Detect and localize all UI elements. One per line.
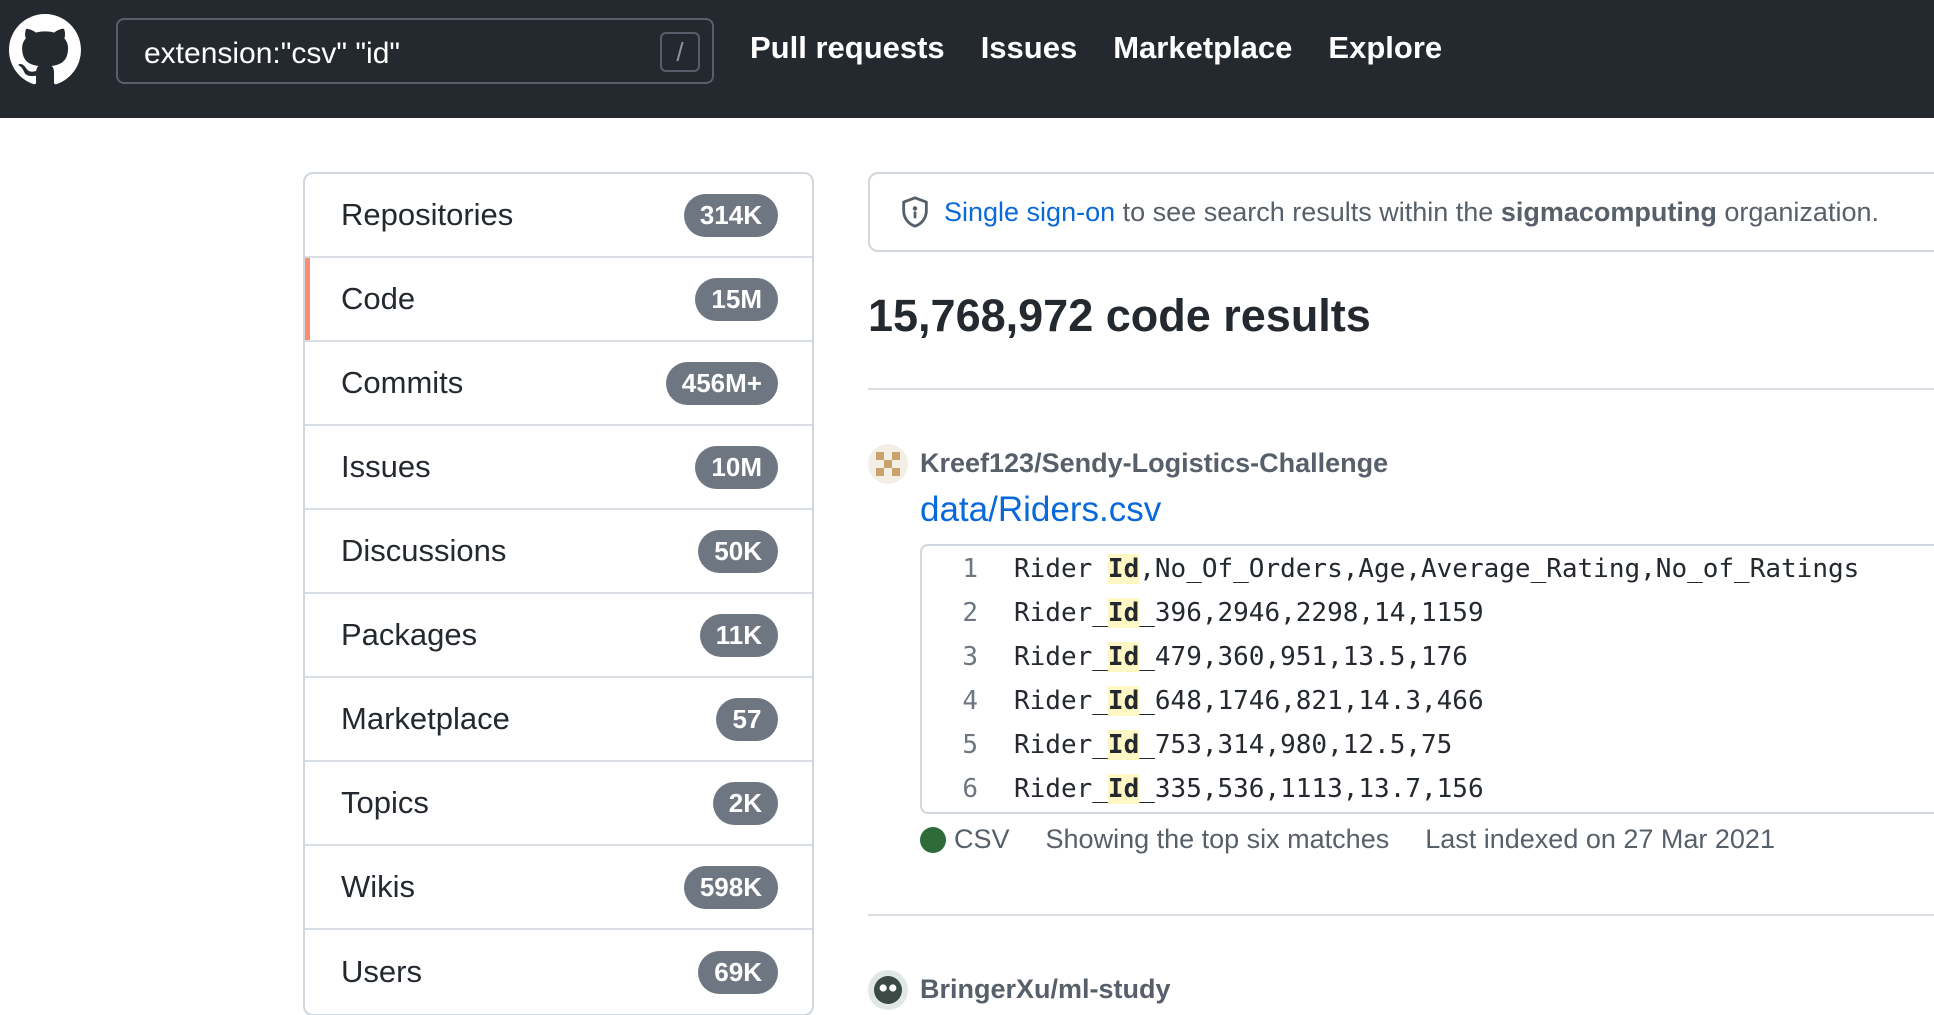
line-number[interactable]: 6: [962, 774, 978, 804]
line-number[interactable]: 3: [962, 642, 978, 672]
match-highlight: Id: [1107, 774, 1140, 804]
nav-pull-requests[interactable]: Pull requests: [750, 30, 945, 65]
sidebar-item-label: Users: [341, 954, 422, 989]
sidebar-item-label: Code: [341, 281, 416, 316]
sidebar-item-label: Packages: [341, 617, 478, 652]
sidebar-item-label: Topics: [341, 785, 429, 820]
match-highlight: Id: [1107, 598, 1140, 628]
sidebar-item-label: Repositories: [341, 197, 514, 232]
count-badge: 2K: [712, 781, 778, 825]
repo-link[interactable]: BringerXu/ml-study: [920, 974, 1171, 1004]
count-badge: 50K: [698, 529, 778, 573]
shield-icon: [902, 196, 928, 228]
line-number[interactable]: 5: [962, 730, 978, 760]
avatar-icon: [868, 970, 908, 1010]
sso-text-end: organization.: [1724, 196, 1879, 227]
sidebar-item-packages[interactable]: Packages 11K: [305, 594, 812, 678]
sidebar-item-repositories[interactable]: Repositories 314K: [305, 174, 812, 258]
sidebar-item-label: Marketplace: [341, 701, 510, 736]
code-line: 3 Rider_Id_479,360,951,13.5,176: [922, 635, 1468, 679]
match-highlight: Id: [1107, 730, 1140, 760]
sidebar-item-wikis[interactable]: Wikis 598K: [305, 846, 812, 930]
result-meta: CSV Showing the top six matches Last ind…: [920, 824, 1811, 855]
count-badge: 15M: [695, 277, 778, 321]
sidebar-item-issues[interactable]: Issues 10M: [305, 426, 812, 510]
sidebar-item-topics[interactable]: Topics 2K: [305, 762, 812, 846]
code-line: 2 Rider_Id_396,2946,2298,14,1159: [922, 591, 1484, 635]
repo-avatar[interactable]: [868, 444, 908, 484]
count-badge: 456M+: [665, 361, 778, 405]
count-badge: 10M: [695, 445, 778, 489]
repo-avatar[interactable]: [868, 970, 908, 1010]
sso-text: to see search results within the: [1122, 196, 1494, 227]
match-highlight: Id: [1107, 554, 1140, 584]
org-name: sigmacomputing: [1500, 196, 1717, 227]
sidebar-item-label: Discussions: [341, 533, 507, 568]
single-sign-on-link[interactable]: Single sign-on: [944, 196, 1116, 227]
sidebar-item-code[interactable]: Code 15M: [305, 258, 812, 342]
divider: [868, 914, 1934, 916]
line-number[interactable]: 1: [962, 554, 978, 584]
github-logo-icon[interactable]: [9, 14, 81, 86]
repo-link[interactable]: Kreef123/Sendy-Logistics-Challenge: [920, 448, 1389, 478]
line-number[interactable]: 4: [962, 686, 978, 716]
top-header: extension:"csv" "id" / Pull requests Iss…: [0, 0, 1934, 118]
nav-marketplace[interactable]: Marketplace: [1113, 30, 1293, 65]
count-badge: 314K: [683, 193, 778, 237]
sidebar-item-label: Commits: [341, 365, 464, 400]
code-line: 5 Rider_Id_753,314,980,12.5,75: [922, 723, 1452, 767]
match-highlight: Id: [1107, 686, 1140, 716]
matches-note: Showing the top six matches: [1045, 824, 1390, 854]
language-label: CSV: [954, 824, 1010, 854]
code-snippet: 1 Rider Id,No_Of_Orders,Age,Average_Rati…: [920, 544, 1934, 814]
search-query[interactable]: extension:"csv" "id": [144, 37, 401, 70]
search-input[interactable]: extension:"csv" "id" /: [116, 18, 714, 84]
code-line: 4 Rider_Id_648,1746,821,14.3,466: [922, 679, 1484, 723]
code-line: 6 Rider_Id_335,536,1113,13.7,156: [922, 767, 1484, 811]
last-indexed: Last indexed on 27 Mar 2021: [1425, 824, 1775, 854]
sidebar-item-discussions[interactable]: Discussions 50K: [305, 510, 812, 594]
count-badge: 598K: [683, 865, 778, 909]
line-number[interactable]: 2: [962, 598, 978, 628]
slash-shortcut-icon: /: [660, 32, 700, 72]
sidebar-item-commits[interactable]: Commits 456M+: [305, 342, 812, 426]
nav-explore[interactable]: Explore: [1328, 30, 1443, 65]
language-color-dot: [920, 826, 946, 853]
nav-issues[interactable]: Issues: [980, 30, 1078, 65]
count-badge: 69K: [698, 950, 778, 994]
results-count-title: 15,768,972 code results: [868, 290, 1371, 341]
code-line: 1 Rider Id,No_Of_Orders,Age,Average_Rati…: [922, 547, 1859, 591]
match-highlight: Id: [1107, 642, 1140, 672]
file-link[interactable]: data/Riders.csv: [920, 490, 1162, 529]
sidebar-item-users[interactable]: Users 69K: [305, 930, 812, 1014]
count-badge: 11K: [699, 613, 778, 657]
sidebar-item-label: Issues: [341, 449, 431, 484]
sso-banner: Single sign-on to see search results wit…: [868, 172, 1934, 252]
sidebar-item-marketplace[interactable]: Marketplace 57: [305, 678, 812, 762]
count-badge: 57: [716, 697, 778, 741]
header-nav: Pull requests Issues Marketplace Explore: [750, 30, 1442, 66]
search-type-sidebar: Repositories 314K Code 15M Commits 456M+…: [303, 172, 814, 1015]
sidebar-item-label: Wikis: [341, 869, 416, 904]
divider: [868, 388, 1934, 390]
identicon-icon: [868, 444, 908, 484]
